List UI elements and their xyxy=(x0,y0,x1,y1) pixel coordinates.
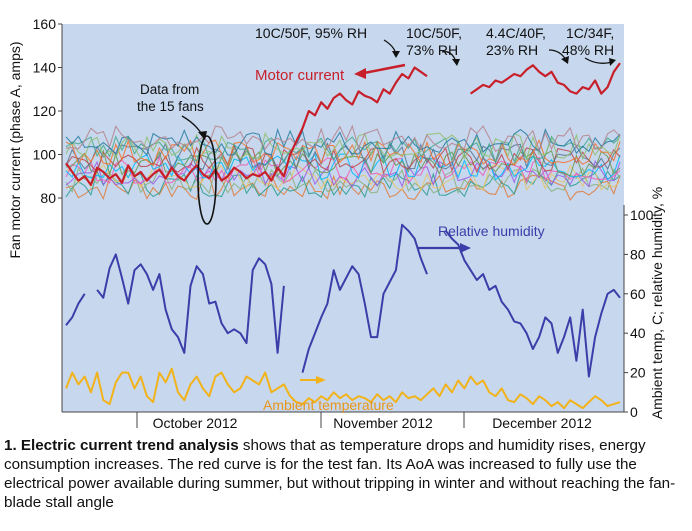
relative-humidity-label: Relative humidity xyxy=(438,223,545,239)
fans-note-line1: Data from xyxy=(140,82,199,97)
series-group xyxy=(65,62,621,410)
fan-line-6 xyxy=(65,155,621,185)
x-label-december: December 2012 xyxy=(492,415,592,431)
figure-caption: 1. Electric current trend analysis shows… xyxy=(4,436,688,512)
left-tick-label-80: 80 xyxy=(40,190,56,206)
left-tick-label-140: 140 xyxy=(33,60,57,76)
motor-current-arrow xyxy=(363,63,406,75)
ticks-group: 160 140 120 100 80 100 80 60 40 20 0 xyxy=(33,16,654,428)
series-line-ambient-temperature xyxy=(65,367,621,410)
axes-group xyxy=(61,24,625,413)
x-label-october: October 2012 xyxy=(153,415,238,431)
condition-note-3-line2: 23% RH xyxy=(486,42,538,58)
condition-note-4-line2: 48% RH xyxy=(562,42,614,58)
condition-note-4-line1: 1C/34F, xyxy=(566,25,614,41)
fan-line-7 xyxy=(65,153,621,181)
fans-highlight-ellipse xyxy=(197,135,217,225)
motor-current-label: Motor current xyxy=(255,67,345,84)
motor-current-arrowhead xyxy=(354,68,366,79)
condition-note-4-head xyxy=(609,58,616,66)
condition-note-2-line1: 10C/50F, xyxy=(406,25,462,41)
condition-note-3-line1: 4.4C/40F, xyxy=(486,25,546,41)
right-tick-label-60: 60 xyxy=(630,286,646,302)
fan-line-12 xyxy=(65,135,621,164)
right-tick-label-20: 20 xyxy=(630,365,646,381)
caption-text: shows that as temperature drops and humi… xyxy=(4,437,676,511)
fan-line-9 xyxy=(65,145,621,175)
condition-note-2-line2: 73% RH xyxy=(406,42,458,58)
caption-bold: 1. Electric current trend analysis xyxy=(4,437,239,454)
right-tick-label-40: 40 xyxy=(630,325,646,341)
fan-line-13 xyxy=(65,131,621,161)
right-tick-label-100: 100 xyxy=(630,207,654,223)
left-tick-label-120: 120 xyxy=(33,103,57,119)
condition-note-1-head xyxy=(392,51,400,58)
right-tick-label-80: 80 xyxy=(630,246,646,262)
plot-area xyxy=(62,24,624,412)
fan-line-15 xyxy=(65,124,621,153)
chart-figure: 160 140 120 100 80 100 80 60 40 20 0 Fan motor cur… xyxy=(7,16,665,431)
condition-note-3-head xyxy=(561,56,569,64)
right-axis-title: Ambient temp, C; relative humidity, % xyxy=(649,187,665,419)
relative-humidity-arrowhead xyxy=(460,243,471,253)
ambient-temperature-arrowhead xyxy=(316,376,326,384)
left-axis-title: Fan motor current (phase A, amps) xyxy=(7,41,23,258)
fans-note-line2: the 15 fans xyxy=(137,99,204,114)
fan-line-11 xyxy=(65,139,621,167)
left-tick-label-160: 160 xyxy=(33,16,57,32)
right-tick-label-0: 0 xyxy=(630,404,638,420)
x-label-november: November 2012 xyxy=(333,415,433,431)
condition-note-2-head xyxy=(452,59,460,66)
left-tick-label-100: 100 xyxy=(33,147,57,163)
condition-note-1: 10C/50F, 95% RH xyxy=(255,25,367,41)
ambient-temperature-label: Ambient temperature xyxy=(263,397,394,413)
series-line-motor-current xyxy=(65,62,621,186)
series-line-relative-humidity xyxy=(65,223,621,378)
